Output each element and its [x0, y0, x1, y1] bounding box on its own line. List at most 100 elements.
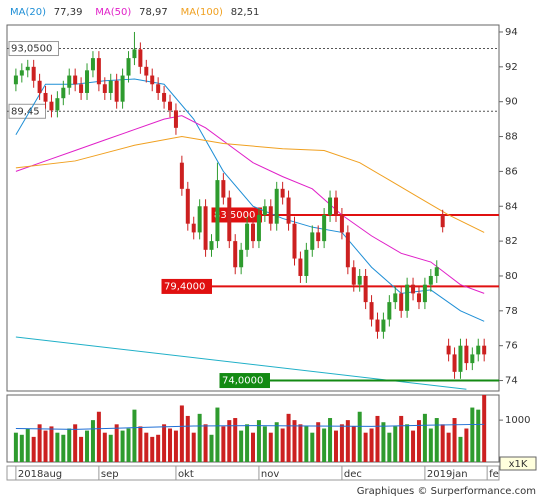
x-tick-label: okt — [178, 469, 194, 480]
legend-value: 77,39 — [54, 7, 83, 18]
volume-bar — [209, 434, 214, 462]
candle-body — [185, 188, 190, 224]
candle-body — [31, 66, 36, 81]
candle-body — [304, 249, 309, 276]
volume-bar — [251, 432, 255, 462]
y-tick-label: 76 — [505, 341, 518, 352]
volume-bar — [203, 424, 208, 462]
volume-bar — [245, 424, 250, 462]
volume-bar — [132, 409, 137, 462]
volume-bar — [357, 411, 362, 462]
date-row — [6, 465, 500, 481]
x-tick-label: 2019jan — [427, 469, 468, 480]
candle-body — [387, 302, 392, 320]
volume-bar — [144, 432, 149, 462]
volume-bar — [233, 418, 238, 462]
candle-body — [25, 66, 30, 71]
candle-body — [262, 206, 267, 215]
candle-body — [393, 293, 398, 303]
candle-body — [120, 75, 125, 102]
ma-line — [15, 115, 485, 294]
candle-body — [333, 197, 338, 215]
candle-body — [156, 84, 161, 93]
volume-bar — [168, 428, 173, 462]
level-label: 89,45 — [11, 106, 40, 117]
volume-bar — [381, 422, 386, 462]
candle-body — [316, 232, 321, 242]
volume-bar — [179, 405, 184, 462]
y-tick-label: 78 — [505, 306, 518, 317]
candle-body — [73, 75, 78, 85]
candle-body — [411, 284, 416, 294]
volume-ma-line — [15, 423, 485, 430]
x-tick-label: sep — [101, 469, 119, 480]
volume-bar — [422, 413, 427, 462]
candle-body — [369, 302, 374, 320]
volume-bar — [399, 415, 404, 462]
candle-body — [49, 101, 54, 111]
volume-bar — [458, 436, 463, 462]
x-tick-label: fe — [489, 469, 499, 480]
volume-bar — [90, 420, 95, 462]
y-tick-label: 84 — [505, 201, 518, 212]
volume-bar — [96, 411, 101, 462]
volume-bar — [221, 426, 226, 462]
candle-body — [292, 223, 297, 259]
legend-name: MA(20) — [10, 7, 46, 18]
candle-body — [191, 223, 196, 233]
volume-bar — [19, 434, 24, 462]
volume-bar — [37, 424, 42, 462]
candle-body — [61, 87, 66, 99]
candle-body — [197, 206, 202, 233]
volume-bar — [322, 428, 327, 462]
volume-bar — [428, 428, 433, 462]
footer: Graphiques © Surperformance.com — [357, 486, 536, 497]
volume-bar — [108, 434, 113, 462]
candle-body — [363, 275, 368, 303]
volume-bar — [256, 420, 261, 462]
volume-bar — [351, 426, 356, 462]
volume-bar — [405, 424, 410, 462]
volume-bar — [375, 415, 380, 462]
volume-bar — [328, 418, 333, 462]
level-label-box — [211, 207, 262, 223]
candle-body — [405, 284, 410, 311]
volume-bar — [476, 409, 481, 462]
legend-name: MA(100) — [181, 7, 223, 18]
candle-body — [37, 80, 42, 93]
volume-bar — [185, 415, 190, 462]
volume-bar — [102, 432, 107, 462]
volume-bar — [310, 432, 315, 462]
y-tick-label: 94 — [505, 27, 518, 38]
candle-body — [13, 75, 18, 85]
candle-body — [357, 275, 362, 285]
y-tick-label: 80 — [505, 271, 518, 282]
volume-bar — [411, 430, 416, 462]
volume-unit: x1K — [509, 459, 528, 470]
candle-body — [381, 319, 386, 332]
candle-body — [126, 58, 131, 76]
volume-bar — [197, 413, 202, 462]
volume-bar — [446, 432, 451, 462]
volume-bar — [280, 428, 285, 462]
y-tick-label: 88 — [505, 132, 518, 143]
volume-bar — [49, 426, 54, 462]
volume-bar — [262, 426, 267, 462]
level-label-box — [8, 41, 59, 57]
volume-bar — [61, 434, 66, 462]
legend-value: 82,51 — [231, 7, 260, 18]
volume-bar — [363, 432, 368, 462]
volume-bar — [298, 424, 303, 462]
volume-bar — [55, 432, 60, 462]
candle-body — [482, 345, 487, 355]
volume-bar — [79, 436, 84, 462]
candle-body — [168, 101, 173, 111]
candle-body — [399, 293, 404, 311]
candle-body — [85, 70, 90, 93]
volume-bar — [215, 407, 220, 462]
x-tick-label: 2018aug — [18, 469, 62, 480]
candle-body — [162, 92, 167, 102]
volume-bar — [333, 430, 338, 462]
y-tick-label: 90 — [505, 97, 518, 108]
